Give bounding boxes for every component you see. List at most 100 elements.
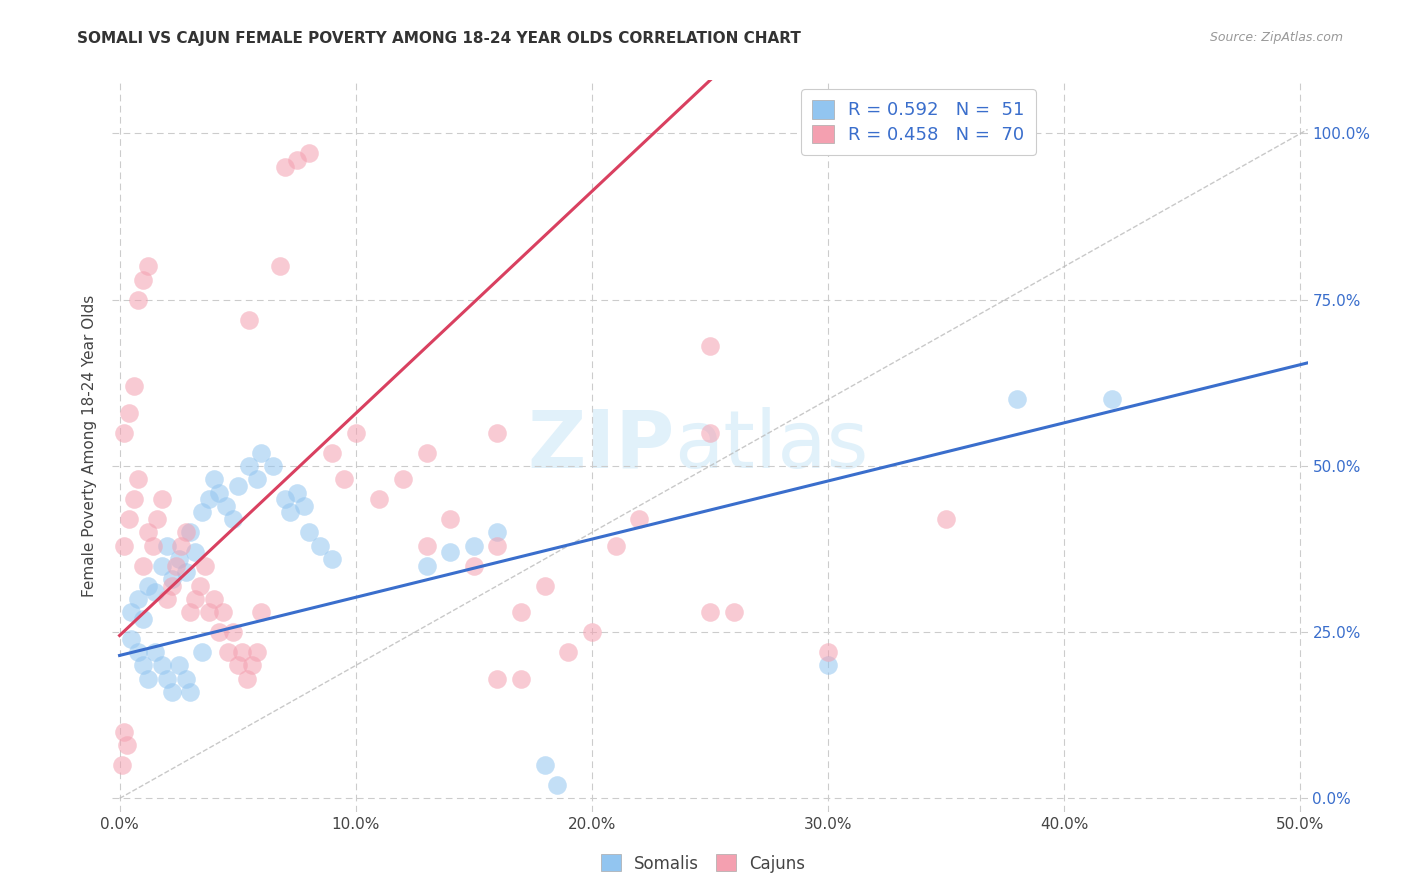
Point	[150, 492, 173, 507]
Point	[533, 579, 555, 593]
Point	[274, 492, 297, 507]
Point	[156, 672, 179, 686]
Point	[285, 153, 308, 167]
Point	[115, 738, 138, 752]
Point	[132, 558, 155, 573]
Point	[226, 658, 249, 673]
Point	[156, 539, 179, 553]
Point	[463, 558, 485, 573]
Point	[132, 658, 155, 673]
Point	[132, 273, 155, 287]
Legend: R = 0.592   N =  51, R = 0.458   N =  70: R = 0.592 N = 51, R = 0.458 N = 70	[801, 89, 1036, 155]
Point	[217, 645, 239, 659]
Point	[136, 260, 159, 274]
Point	[439, 545, 461, 559]
Text: atlas: atlas	[675, 407, 869, 485]
Y-axis label: Female Poverty Among 18-24 Year Olds: Female Poverty Among 18-24 Year Olds	[82, 295, 97, 597]
Point	[160, 685, 183, 699]
Point	[160, 572, 183, 586]
Point	[817, 645, 839, 659]
Point	[238, 312, 260, 326]
Point	[208, 625, 231, 640]
Point	[222, 625, 245, 640]
Point	[184, 545, 207, 559]
Point	[546, 778, 568, 792]
Point	[222, 512, 245, 526]
Point	[179, 525, 201, 540]
Point	[142, 539, 165, 553]
Point	[699, 605, 721, 619]
Point	[321, 552, 343, 566]
Point	[250, 445, 273, 459]
Point	[292, 499, 315, 513]
Point	[120, 605, 142, 619]
Point	[1101, 392, 1123, 407]
Point	[245, 645, 267, 659]
Point	[486, 425, 509, 440]
Point	[262, 458, 284, 473]
Point	[212, 605, 235, 619]
Point	[723, 605, 745, 619]
Point	[415, 558, 437, 573]
Point	[208, 485, 231, 500]
Point	[111, 758, 134, 772]
Point	[274, 160, 297, 174]
Point	[581, 625, 603, 640]
Text: SOMALI VS CAJUN FEMALE POVERTY AMONG 18-24 YEAR OLDS CORRELATION CHART: SOMALI VS CAJUN FEMALE POVERTY AMONG 18-…	[77, 31, 801, 46]
Point	[486, 525, 509, 540]
Point	[136, 525, 159, 540]
Point	[278, 506, 301, 520]
Point	[120, 632, 142, 646]
Point	[127, 472, 149, 486]
Point	[150, 558, 173, 573]
Point	[132, 612, 155, 626]
Point	[344, 425, 367, 440]
Point	[127, 591, 149, 606]
Point	[486, 539, 509, 553]
Point	[184, 591, 207, 606]
Point	[699, 425, 721, 440]
Point	[1005, 392, 1028, 407]
Point	[167, 552, 190, 566]
Point	[136, 579, 159, 593]
Point	[202, 472, 225, 486]
Point	[605, 539, 627, 553]
Point	[112, 539, 135, 553]
Point	[935, 512, 957, 526]
Point	[285, 485, 308, 500]
Point	[160, 579, 183, 593]
Point	[174, 525, 197, 540]
Point	[321, 445, 343, 459]
Point	[170, 539, 193, 553]
Point	[297, 146, 319, 161]
Point	[191, 506, 214, 520]
Point	[143, 645, 166, 659]
Point	[165, 558, 187, 573]
Point	[309, 539, 332, 553]
Point	[194, 558, 217, 573]
Point	[156, 591, 179, 606]
Point	[392, 472, 415, 486]
Point	[226, 479, 249, 493]
Point	[236, 672, 259, 686]
Point	[486, 672, 509, 686]
Point	[699, 339, 721, 353]
Point	[510, 605, 533, 619]
Point	[463, 539, 485, 553]
Point	[368, 492, 391, 507]
Point	[127, 645, 149, 659]
Text: ZIP: ZIP	[527, 407, 675, 485]
Point	[179, 685, 201, 699]
Point	[297, 525, 319, 540]
Point	[122, 492, 145, 507]
Point	[167, 658, 190, 673]
Point	[118, 512, 141, 526]
Point	[245, 472, 267, 486]
Point	[179, 605, 201, 619]
Point	[510, 672, 533, 686]
Point	[202, 591, 225, 606]
Point	[238, 458, 260, 473]
Point	[415, 539, 437, 553]
Point	[112, 725, 135, 739]
Point	[191, 645, 214, 659]
